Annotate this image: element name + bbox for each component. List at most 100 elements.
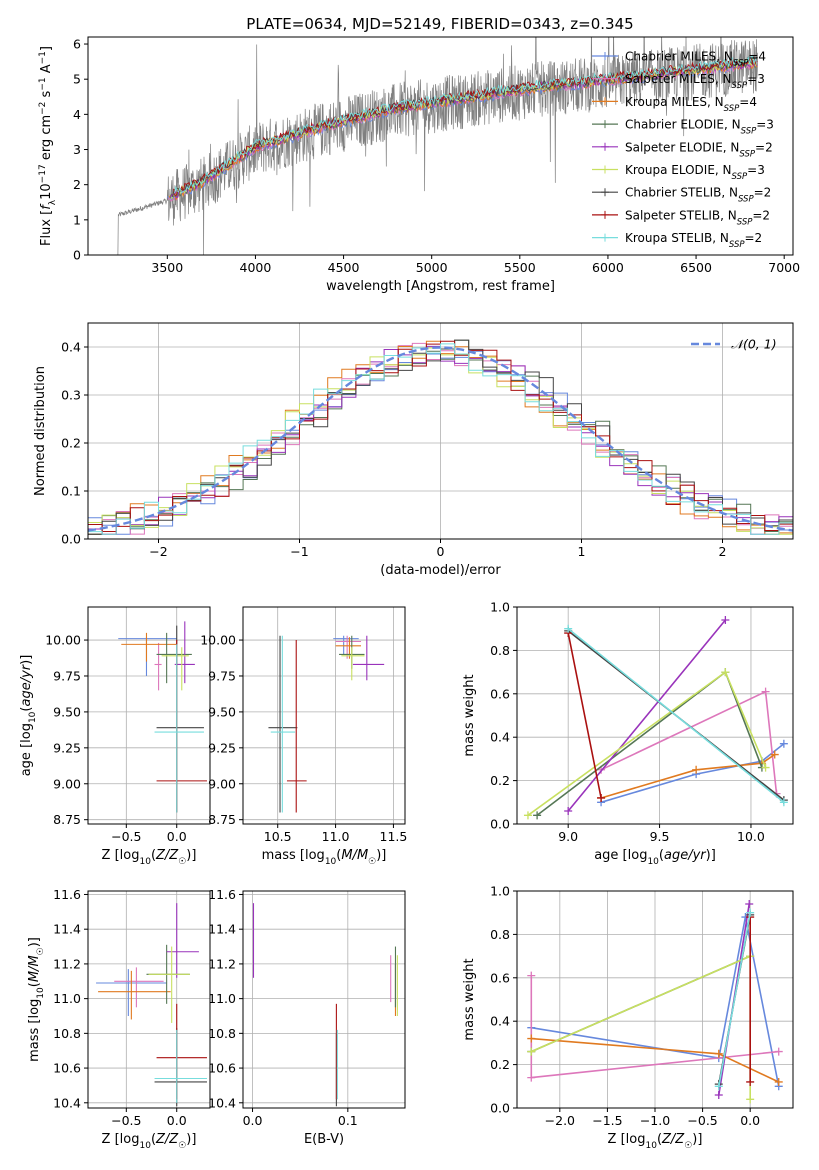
legend-label: Chabrier STELIB, NSSP=2 bbox=[625, 186, 771, 205]
point-kroupa-elodie bbox=[341, 647, 365, 681]
axes-frame bbox=[242, 890, 406, 1109]
series-salpeter-stelib bbox=[564, 629, 606, 802]
spectrum-legend: Chabrier MILES, NSSP=4 Salpeter MILES, NS… bbox=[592, 50, 774, 250]
y-tick-label: 0.2 bbox=[490, 1057, 510, 1072]
spectrum-lines bbox=[114, 37, 759, 255]
point-chabrier-miles bbox=[333, 635, 359, 655]
axes-spectrum: 3500 4000 4500 5000 5500 6000 6500 7000 0 1 2 3 4 5 6 w… bbox=[38, 36, 800, 294]
normal-curve bbox=[87, 346, 794, 532]
data-point bbox=[774, 1047, 783, 1056]
x-tick-label: −1 bbox=[290, 544, 308, 559]
model-line bbox=[170, 60, 758, 199]
y-tick-label: 9.00 bbox=[208, 776, 236, 791]
y-tick-label: 4 bbox=[73, 107, 81, 122]
y-tick-label: 9.25 bbox=[53, 740, 81, 755]
point-kroupa-miles bbox=[121, 632, 177, 662]
y-tick-label: 10.6 bbox=[208, 1061, 236, 1076]
hist-legend: 𝒩(0, 1) bbox=[691, 337, 777, 352]
series-kroupa-stelib bbox=[714, 908, 755, 1091]
y-tick-label: 9.75 bbox=[53, 668, 81, 683]
axes-weight_vs_Z: −2.0 −1.5 −1.0 −0.5 0.0 0.0 0.2 0.4 0.6 0.8 1.0 Z [… bbox=[462, 884, 794, 1151]
axes-age_vs_mass: 10.5 11.0 11.5 8.75 9.00 9.25 9.50 9.75 10.00 mas… bbox=[200, 606, 407, 867]
y-tick-label: 0 bbox=[73, 248, 81, 263]
x-tick-label: 9.5 bbox=[650, 829, 670, 844]
data-point bbox=[533, 811, 542, 820]
point-salpeter-elodie bbox=[174, 621, 195, 684]
point-chabrier-stelib bbox=[156, 625, 204, 813]
data-point bbox=[779, 798, 788, 807]
data-point bbox=[746, 1095, 755, 1104]
x-tick-label: 5500 bbox=[504, 260, 536, 275]
x-axis-label: (data-model)/error bbox=[380, 563, 501, 578]
series-kroupa-miles bbox=[527, 1034, 783, 1086]
series-kroupa-elodie bbox=[523, 668, 770, 820]
legend-label: 𝒩(0, 1) bbox=[731, 337, 777, 352]
x-tick-label: 0.0 bbox=[740, 1113, 760, 1128]
y-tick-label: 9.25 bbox=[208, 740, 236, 755]
y-tick-label: 0.6 bbox=[490, 686, 510, 701]
x-axis-label: Z [log10(Z/Z☉)] bbox=[608, 1132, 703, 1151]
y-tick-label: 11.2 bbox=[208, 956, 236, 971]
histogram-chabrier-stelib bbox=[88, 339, 793, 535]
point-salpeter-miles bbox=[154, 642, 162, 691]
point-salpeter-elodie bbox=[352, 635, 385, 681]
legend-label: Chabrier MILES, NSSP=4 bbox=[625, 50, 766, 69]
y-tick-label: 11.2 bbox=[53, 956, 81, 971]
data-point bbox=[714, 1049, 723, 1058]
y-tick-label: 10.8 bbox=[208, 1026, 236, 1041]
data-point bbox=[770, 750, 779, 759]
point-kroupa-stelib bbox=[154, 644, 204, 813]
x-tick-label: 9.0 bbox=[558, 829, 578, 844]
data-point bbox=[746, 908, 755, 917]
y-axis-label: mass weight bbox=[462, 958, 477, 1040]
series-line bbox=[600, 753, 776, 799]
y-tick-label: 9.50 bbox=[53, 704, 81, 719]
y-tick-label: 11.6 bbox=[53, 887, 81, 902]
x-tick-label: −1.5 bbox=[592, 1113, 622, 1128]
y-tick-label: 0.0 bbox=[490, 817, 510, 832]
legend-label: Chabrier ELODIE, NSSP=3 bbox=[625, 118, 774, 137]
y-axis-label: age [log10(age/yr)] bbox=[19, 655, 38, 777]
data-point bbox=[721, 616, 730, 625]
y-axis-label: mass [log10(M/M☉)] bbox=[27, 937, 46, 1062]
x-tick-label: 2 bbox=[719, 544, 727, 559]
y-tick-label: 0.1 bbox=[61, 484, 81, 499]
x-tick-label: −2 bbox=[149, 544, 167, 559]
y-tick-label: 6 bbox=[73, 37, 81, 52]
point-salpeter-miles bbox=[335, 635, 362, 659]
series-line bbox=[567, 628, 785, 803]
y-tick-label: 9.50 bbox=[208, 704, 236, 719]
x-tick-label: −0.5 bbox=[111, 829, 141, 844]
y-tick-label: 1.0 bbox=[490, 884, 510, 899]
y-tick-label: 11.0 bbox=[208, 991, 236, 1006]
x-tick-label: 10.0 bbox=[737, 829, 765, 844]
point-kroupa-elodie bbox=[148, 946, 190, 1023]
y-tick-label: 0.4 bbox=[490, 1014, 510, 1029]
data-point bbox=[597, 793, 606, 802]
legend-label: Kroupa STELIB, NSSP=2 bbox=[625, 231, 762, 250]
y-tick-label: 11.4 bbox=[208, 922, 236, 937]
y-tick-label: 0.4 bbox=[61, 340, 81, 355]
x-tick-label: 0.0 bbox=[167, 829, 187, 844]
x-tick-label: −0.5 bbox=[687, 1113, 717, 1128]
point-chabrier-miles bbox=[118, 637, 177, 676]
x-tick-label: −0.5 bbox=[111, 1113, 141, 1128]
point-kroupa-stelib bbox=[154, 1029, 207, 1103]
axes-frame bbox=[516, 890, 794, 1109]
y-tick-label: 0.2 bbox=[490, 773, 510, 788]
y-tick-label: 11.6 bbox=[208, 887, 236, 902]
series-line bbox=[718, 912, 751, 1087]
x-tick-label: 4500 bbox=[328, 260, 360, 275]
axes-mass_vs_Z: −0.5 0.0 10.4 10.6 10.8 11.0 11.2 11.4 11.6 Z [lo… bbox=[27, 887, 211, 1151]
y-tick-label: 10.8 bbox=[53, 1026, 81, 1041]
y-tick-label: 0.0 bbox=[61, 532, 81, 547]
series-line bbox=[531, 916, 780, 1087]
model-line bbox=[173, 55, 758, 194]
legend-label: Salpeter ELODIE, NSSP=2 bbox=[625, 140, 773, 159]
point-kroupa-miles bbox=[335, 637, 362, 659]
observed-spectrum bbox=[114, 37, 759, 255]
x-tick-label: 10.5 bbox=[264, 829, 292, 844]
x-tick-label: 6000 bbox=[592, 260, 624, 275]
y-tick-label: 10.4 bbox=[208, 1095, 236, 1110]
point-kroupa-stelib bbox=[270, 635, 296, 813]
